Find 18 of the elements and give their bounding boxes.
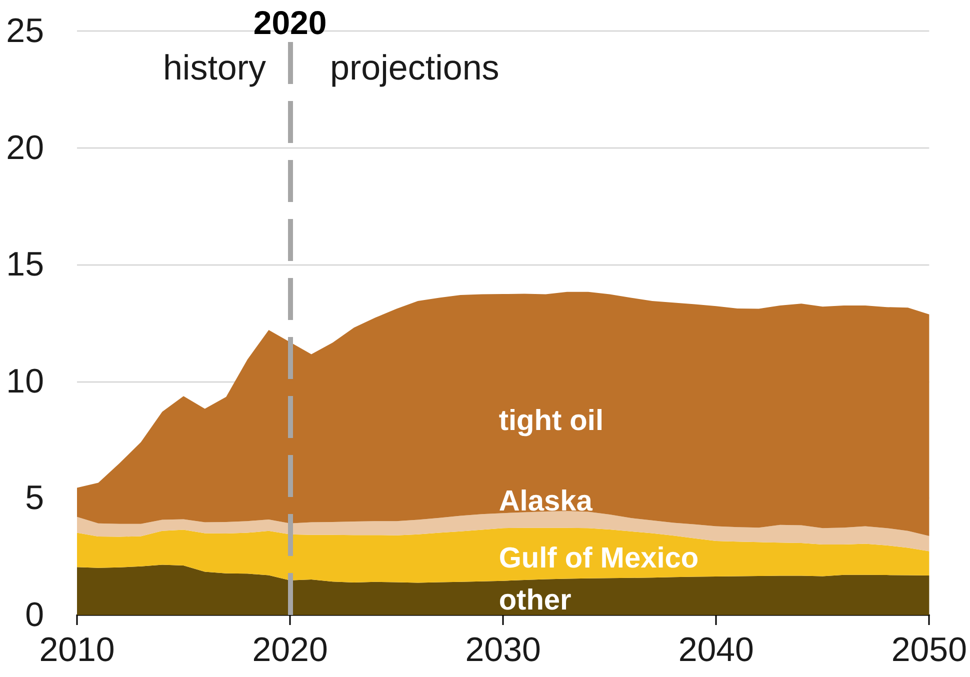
annotation: projections xyxy=(330,48,500,88)
y-tick-label: 25 xyxy=(6,12,44,50)
annotation: history xyxy=(162,48,267,88)
y-tick-label: 15 xyxy=(6,246,44,284)
series-label: tight oil xyxy=(498,405,604,438)
series-label: Alaska xyxy=(498,486,594,518)
series-label: other xyxy=(498,584,572,617)
y-tick-label: 10 xyxy=(6,362,44,400)
x-tick-label: 2050 xyxy=(891,631,967,669)
ref-line-label: 2020 xyxy=(253,4,327,41)
y-tick-label: 5 xyxy=(25,479,44,518)
x-tick-label: 2030 xyxy=(465,631,541,669)
series-label: Gulf of Mexico xyxy=(498,542,699,575)
x-tick-label: 2020 xyxy=(252,631,328,669)
x-tick-label: 2040 xyxy=(678,631,754,669)
y-tick-label: 20 xyxy=(6,128,44,167)
x-tick-label: 2010 xyxy=(39,631,115,669)
y-tick-label: 0 xyxy=(25,596,44,634)
